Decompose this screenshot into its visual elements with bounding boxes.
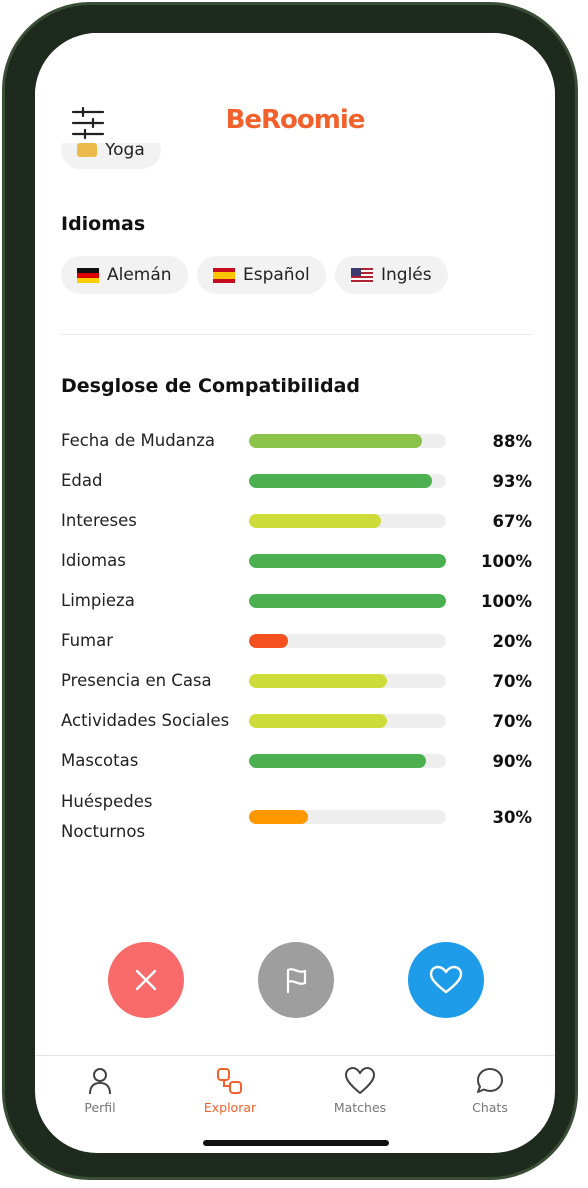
row-value: 20% [492, 631, 533, 651]
flag-es [213, 267, 235, 283]
row-value: 100% [481, 551, 532, 571]
row-label: Huéspedes Nocturnos [61, 792, 153, 841]
bar [249, 674, 387, 688]
row-value: 90% [492, 751, 533, 771]
tab-icon [344, 1066, 376, 1095]
like-button[interactable] [408, 942, 484, 1018]
row-label: Fecha de Mudanza [61, 431, 216, 450]
bar [249, 514, 381, 528]
row-label: Intereses [61, 511, 137, 530]
reject-button[interactable] [108, 942, 184, 1018]
bar [249, 434, 423, 448]
row-value: 70% [492, 711, 533, 731]
home-indicator [203, 1140, 389, 1146]
bar-track [249, 474, 446, 488]
bar-track [249, 594, 446, 608]
language-chip[interactable]: Inglés [335, 256, 448, 294]
bar [249, 714, 387, 728]
row-label: Idiomas [61, 551, 126, 570]
report-button[interactable] [258, 942, 334, 1018]
row-value: 30% [492, 807, 533, 827]
filter-icon[interactable] [71, 107, 105, 139]
tab-explorar[interactable]: Explorar [175, 1066, 285, 1115]
section-title: Desglose de Compatibilidad [61, 375, 361, 397]
tab-icon [217, 1068, 242, 1094]
flag-icon [286, 968, 307, 994]
language-chip[interactable]: Alemán [61, 256, 188, 294]
interest-label: Yoga [105, 140, 145, 160]
flag-de [77, 267, 99, 283]
compatibility-row: Limpieza 100% [61, 581, 532, 621]
row-value: 93% [492, 471, 533, 491]
row-label: Limpieza [61, 591, 135, 610]
bar-track [249, 674, 446, 688]
heart-icon [429, 965, 463, 994]
language-label: Inglés [381, 265, 432, 285]
language-chip[interactable]: Español [197, 256, 326, 294]
compatibility-row: Huéspedes Nocturnos 30% [61, 787, 532, 847]
language-label: Alemán [107, 265, 172, 285]
bar-track [249, 714, 446, 728]
divider [61, 334, 532, 335]
bar [249, 634, 289, 648]
screen: Yoga BeRoomie Idiomas Alemán Español Ing… [35, 33, 555, 1153]
header: BeRoomie [35, 33, 555, 143]
compatibility-row: Idiomas 100% [61, 541, 532, 581]
bar-track [249, 434, 446, 448]
row-label: Edad [61, 471, 103, 490]
compatibility-row: Fecha de Mudanza 88% [61, 421, 532, 461]
tab-perfil[interactable]: Perfil [45, 1066, 155, 1115]
bar [249, 554, 446, 568]
bar-track [249, 634, 446, 648]
tab-chats[interactable]: Chats [435, 1066, 545, 1115]
tab-label: Perfil [84, 1100, 116, 1115]
logo: BeRoomie [225, 105, 366, 135]
row-value: 100% [481, 591, 532, 611]
tab-icon [89, 1068, 111, 1095]
compatibility-row: Presencia en Casa 70% [61, 661, 532, 701]
compatibility-row: Edad 93% [61, 461, 532, 501]
flag-us [351, 267, 373, 283]
row-label: Presencia en Casa [61, 671, 212, 690]
bar-track [249, 554, 446, 568]
row-value: 88% [492, 431, 533, 451]
row-label: Mascotas [61, 751, 139, 770]
row-label: Fumar [61, 631, 114, 650]
row-value: 70% [492, 671, 533, 691]
tab-matches[interactable]: Matches [305, 1066, 415, 1115]
row-label: Actividades Sociales [61, 711, 230, 730]
row-value: 67% [492, 511, 533, 531]
x-icon [135, 969, 157, 991]
compatibility-row: Intereses 67% [61, 501, 532, 541]
bar-track [249, 810, 446, 824]
compatibility-row: Fumar 20% [61, 621, 532, 661]
section-title: Idiomas [61, 213, 146, 235]
compatibility-row: Mascotas 90% [61, 741, 532, 781]
bar-track [249, 514, 446, 528]
tab-label: Chats [472, 1100, 508, 1115]
tab-bar: Perfil Explorar Matches Chats [35, 1055, 555, 1153]
bar [249, 754, 427, 768]
bar [249, 810, 309, 824]
tab-label: Matches [333, 1100, 387, 1115]
tab-icon [477, 1068, 503, 1093]
tab-label: Explorar [203, 1100, 257, 1115]
compatibility-list: Fecha de Mudanza 88% Edad 93% Intereses 67% Id… [61, 421, 532, 847]
compatibility-row: Actividades Sociales 70% [61, 701, 532, 741]
language-label: Español [243, 265, 310, 285]
bar [249, 474, 433, 488]
bar [249, 594, 446, 608]
bar-track [249, 754, 446, 768]
